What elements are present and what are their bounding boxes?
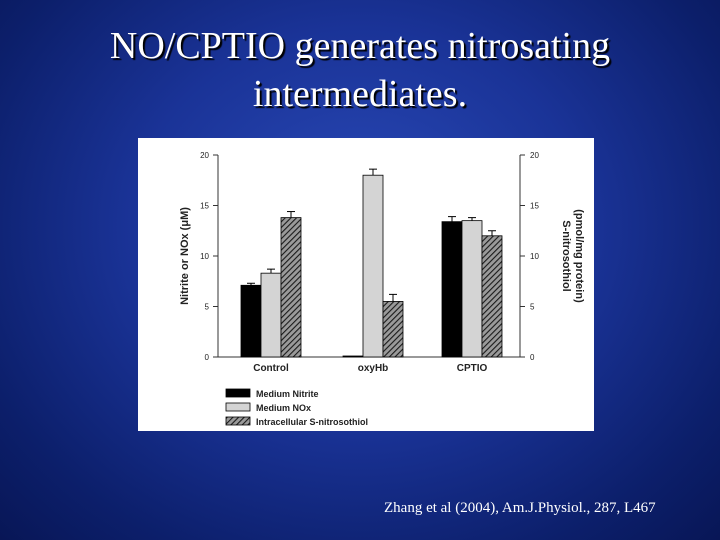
- x-tick-label: Control: [253, 363, 289, 374]
- citation: Zhang et al (2004), Am.J.Physiol., 287, …: [384, 500, 656, 516]
- bar: [461, 220, 483, 358]
- bar-chart: 0 0 5 5 10 10 15 15 20 20 Control oxyHb CPTIO Nitri…: [179, 151, 585, 427]
- y-tick-label-right: 10: [530, 252, 539, 261]
- bar: [260, 272, 282, 358]
- y-tick-label-left: 5: [205, 303, 210, 312]
- y-axis-right-label-line1: S-nitrosothiol: [560, 220, 572, 292]
- legend-swatch: [225, 402, 251, 412]
- legend-label: Intracellular S-nitrosothiol: [256, 417, 368, 427]
- chart-panel: 0 0 5 5 10 10 15 15 20 20 Control oxyHb CPTIO Nitri…: [138, 138, 594, 431]
- y-axis-right-label-line2: (pmol/mg protein): [573, 209, 585, 303]
- bar: [441, 221, 463, 358]
- x-tick-label: oxyHb: [358, 363, 389, 374]
- chart-bars: Control oxyHb CPTIO: [240, 168, 503, 374]
- x-tick-label: CPTIO: [457, 363, 488, 374]
- y-tick-label-right: 5: [530, 303, 535, 312]
- bar: [362, 174, 384, 358]
- title-line-1: NO/CPTIO generates nitrosating: [109, 25, 611, 67]
- y-tick-label-left: 15: [200, 202, 209, 211]
- y-tick-label-left: 0: [205, 353, 210, 362]
- bar: [240, 284, 262, 358]
- bar: [382, 301, 404, 358]
- y-tick-label-left: 10: [200, 252, 209, 261]
- legend-swatch: [225, 416, 251, 426]
- bar: [342, 355, 364, 358]
- bar: [481, 235, 503, 358]
- y-tick-label-right: 0: [530, 353, 535, 362]
- legend-label: Medium NOx: [256, 403, 311, 413]
- y-tick-label-right: 15: [530, 202, 539, 211]
- slide-title: NO/CPTIO generates nitrosating intermedi…: [40, 22, 680, 118]
- bar: [280, 217, 302, 358]
- legend-label: Medium Nitrite: [256, 389, 319, 399]
- y-tick-label-right: 20: [530, 151, 539, 160]
- chart-legend: Medium Nitrite Medium NOx Intracellular S-…: [225, 388, 368, 427]
- chart-labels: Nitrite or NOx (μM) S-nitrosothiol (pmol…: [179, 207, 585, 305]
- y-tick-label-left: 20: [200, 151, 209, 160]
- legend-swatch: [225, 388, 251, 398]
- title-line-2: intermediates.: [252, 73, 468, 115]
- y-axis-left-label: Nitrite or NOx (μM): [179, 207, 191, 305]
